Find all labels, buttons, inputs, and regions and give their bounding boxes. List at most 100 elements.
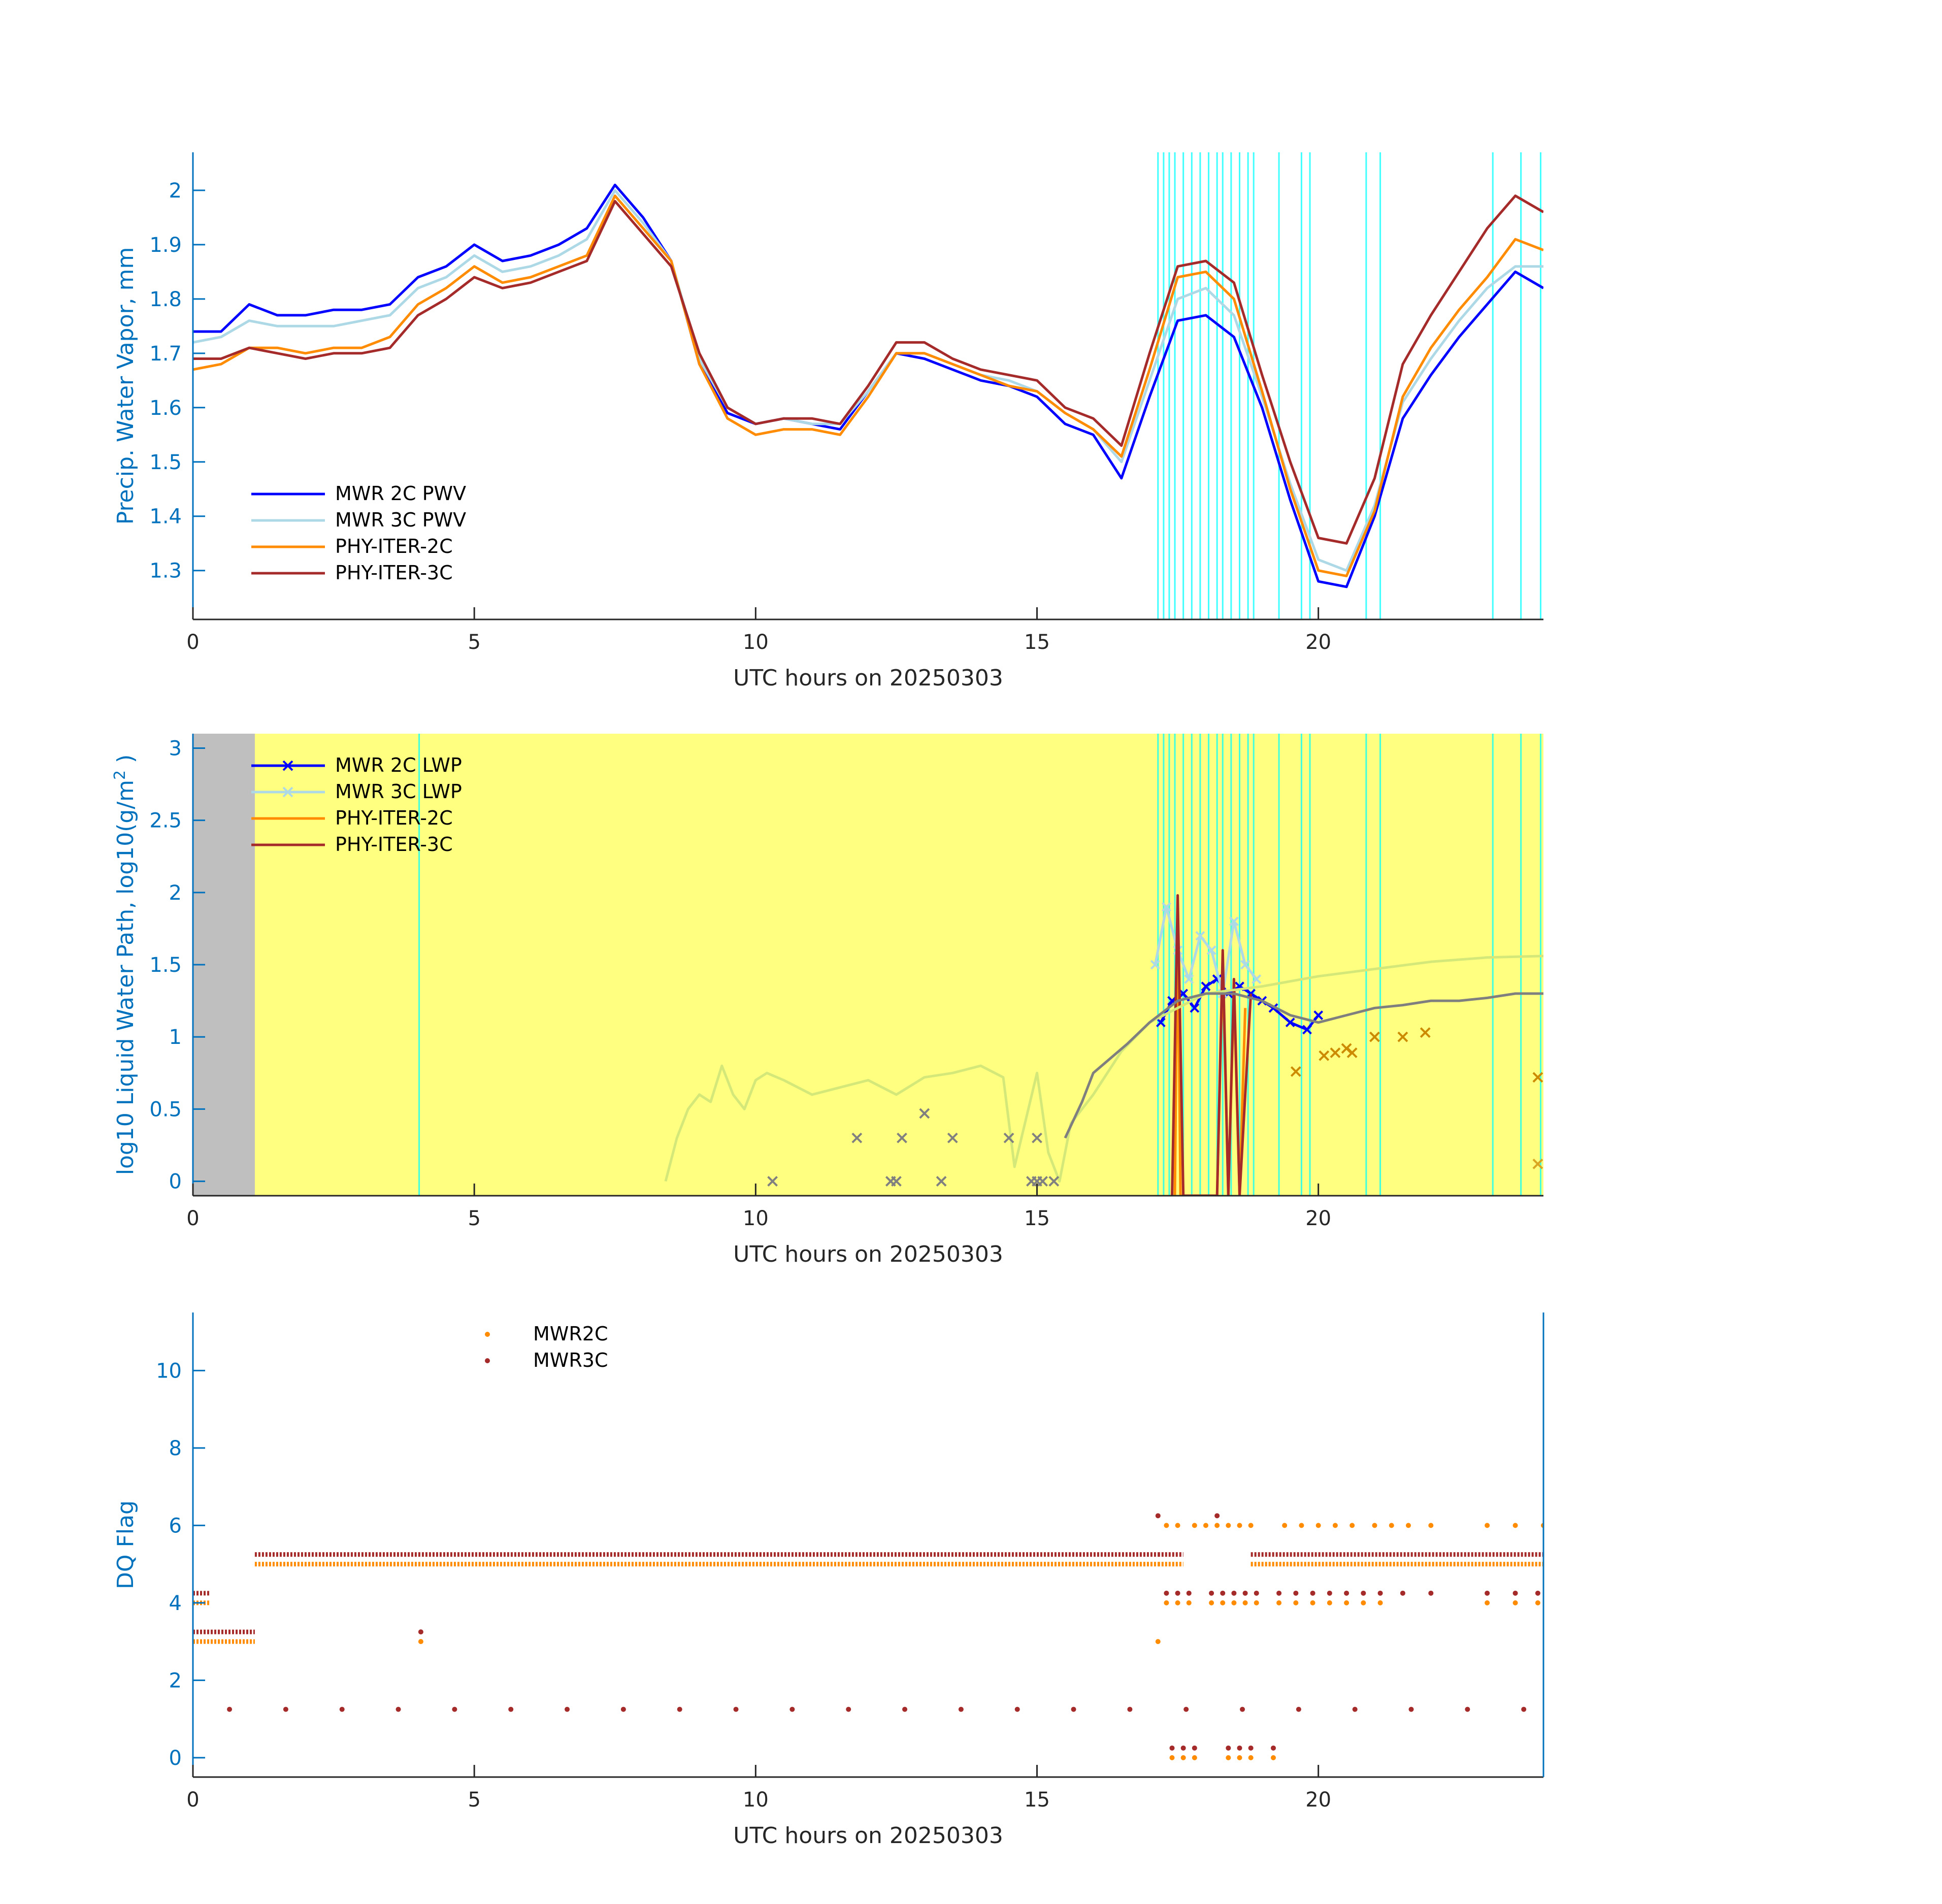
dq-flag-point xyxy=(1254,1590,1259,1596)
dq-flag-point xyxy=(1248,1755,1254,1760)
dq-flag-point xyxy=(396,1706,401,1712)
x-marker xyxy=(1156,1017,1166,1028)
y-tick-label: 2 xyxy=(169,1669,182,1692)
x-marker xyxy=(1162,902,1171,912)
dq-flag-point xyxy=(1014,1706,1020,1712)
dq-flag-point xyxy=(1315,1523,1321,1528)
legend-label: MWR 3C PWV xyxy=(335,509,466,531)
y-tick-label: 1.3 xyxy=(149,560,182,583)
dq-flag-point xyxy=(1231,1590,1237,1596)
dq-flag-point xyxy=(1372,1523,1377,1528)
x-tick-label: 5 xyxy=(468,631,480,654)
dq-flag-point xyxy=(1512,1600,1518,1605)
dq-flag-point xyxy=(1406,1523,1411,1528)
plot-background xyxy=(193,734,1543,1196)
x-marker xyxy=(1346,1047,1358,1058)
y-tick-label: 2 xyxy=(169,179,182,203)
legend: MWR 2C PWV MWR 3C PWV PHY-ITER-2C PHY-ITER-… xyxy=(251,482,466,584)
series-line-phy-iter-2c xyxy=(193,194,1543,577)
x-marker xyxy=(1532,1072,1543,1083)
x-tick-label: 15 xyxy=(1024,631,1050,654)
dq-flag-point xyxy=(1389,1523,1394,1528)
y-tick-label: 6 xyxy=(169,1514,182,1537)
dq-flag-point xyxy=(1512,1590,1518,1596)
legend-swatch xyxy=(485,1332,490,1337)
dq-flag-point xyxy=(1344,1600,1349,1605)
x-marker xyxy=(919,1108,930,1119)
dq-flag-point xyxy=(339,1706,345,1712)
dq-flag-point xyxy=(1535,1590,1540,1596)
x-tick-label: 10 xyxy=(743,1207,769,1230)
plot-area xyxy=(193,734,1543,1196)
panel-3: 0 5 10 15 20 0 2 4 6 8 10 UTC hours on 20250303 DQ F… xyxy=(113,1312,1544,1849)
dq-flag-point xyxy=(1465,1706,1470,1712)
dq-flag-point xyxy=(1214,1513,1220,1519)
x-marker xyxy=(1229,916,1239,927)
x-marker xyxy=(1032,1132,1042,1143)
dq-flag-point xyxy=(1521,1706,1527,1712)
dq-flag-point xyxy=(1485,1523,1490,1528)
x-marker xyxy=(1290,1066,1301,1077)
dq-flag-point xyxy=(1352,1706,1358,1712)
legend-label: MWR 2C LWP xyxy=(335,754,462,776)
x-tick-label: 5 xyxy=(468,1788,480,1812)
x-tick-label: 5 xyxy=(468,1207,480,1230)
series-line-phy-iter-3c xyxy=(1171,894,1253,1196)
y-tick-label: 10 xyxy=(156,1359,182,1383)
dq-flag-point xyxy=(418,1639,423,1645)
dq-flag-point xyxy=(1293,1590,1299,1596)
series-line-unlabeled-4 xyxy=(664,955,1543,1183)
y-tick-label: 1.5 xyxy=(149,954,182,977)
dq-flag-point xyxy=(1175,1523,1180,1528)
legend-label: MWR3C xyxy=(533,1349,608,1371)
dq-flag-point xyxy=(1349,1523,1355,1528)
legend-label: MWR 3C LWP xyxy=(335,780,462,803)
y-tick-label: 0 xyxy=(169,1170,182,1194)
dq-flag-point xyxy=(1203,1523,1208,1528)
dq-flag-point xyxy=(1237,1755,1242,1760)
y-tick-label: 1.6 xyxy=(149,397,182,420)
y-tick-label: 4 xyxy=(169,1592,182,1615)
dq-flag-point xyxy=(1282,1523,1288,1528)
x-marker xyxy=(1532,1159,1543,1169)
legend-label: PHY-ITER-3C xyxy=(335,833,453,856)
dq-flag-point xyxy=(1299,1523,1304,1528)
dq-flag-point xyxy=(1400,1590,1405,1596)
dq-flag-point xyxy=(1164,1600,1169,1605)
dq-flag-point xyxy=(1310,1590,1315,1596)
y-tick-label: 0 xyxy=(169,1747,182,1770)
series-line-phy-iter-3c xyxy=(193,194,1543,545)
series-line-mwr-3c-lwp xyxy=(1154,905,1258,995)
dq-flag-point xyxy=(958,1706,964,1712)
panel-1: 0 5 10 15 20 1.3 1.4 1.5 1.6 1.7 1.8 1.9 2 UTC hours … xyxy=(113,152,1543,691)
dq-flag-point xyxy=(1377,1600,1383,1605)
dq-flag-point xyxy=(1164,1590,1169,1596)
x-marker xyxy=(1330,1047,1341,1058)
y-axis-label: log10 Liquid Water Path, log10(g/m2 ) xyxy=(111,754,139,1175)
dq-flag-point xyxy=(1248,1745,1254,1751)
dq-flag-point xyxy=(418,1629,423,1635)
x-marker xyxy=(1195,931,1205,941)
legend: MWR2C MWR3C xyxy=(485,1323,608,1371)
dq-flag-point xyxy=(620,1706,626,1712)
dq-flag-point xyxy=(1155,1513,1161,1519)
dq-flag-point xyxy=(1186,1600,1192,1605)
x-tick-label: 20 xyxy=(1305,1207,1331,1230)
y-tick-label: 1.5 xyxy=(149,451,182,474)
dq-flag-point xyxy=(789,1706,795,1712)
dq-flag-point xyxy=(1071,1706,1076,1712)
dq-flag-point xyxy=(1220,1590,1226,1596)
x-tick-label: 15 xyxy=(1024,1788,1050,1812)
x-marker xyxy=(1252,974,1262,984)
x-marker xyxy=(897,1132,907,1143)
x-tick-label: 10 xyxy=(743,1788,769,1812)
x-marker xyxy=(1285,1017,1295,1028)
dq-flag-point xyxy=(1242,1590,1248,1596)
dq-flag-point xyxy=(1293,1600,1299,1605)
x-axis-label: UTC hours on 20250303 xyxy=(733,1823,1003,1849)
dq-flag-point xyxy=(1254,1600,1259,1605)
dq-flag-point xyxy=(227,1706,233,1712)
dq-flag-point xyxy=(565,1706,570,1712)
x-axis-label: UTC hours on 20250303 xyxy=(733,1241,1003,1267)
y-axis-label: Precip. Water Vapor, mm xyxy=(113,247,139,525)
